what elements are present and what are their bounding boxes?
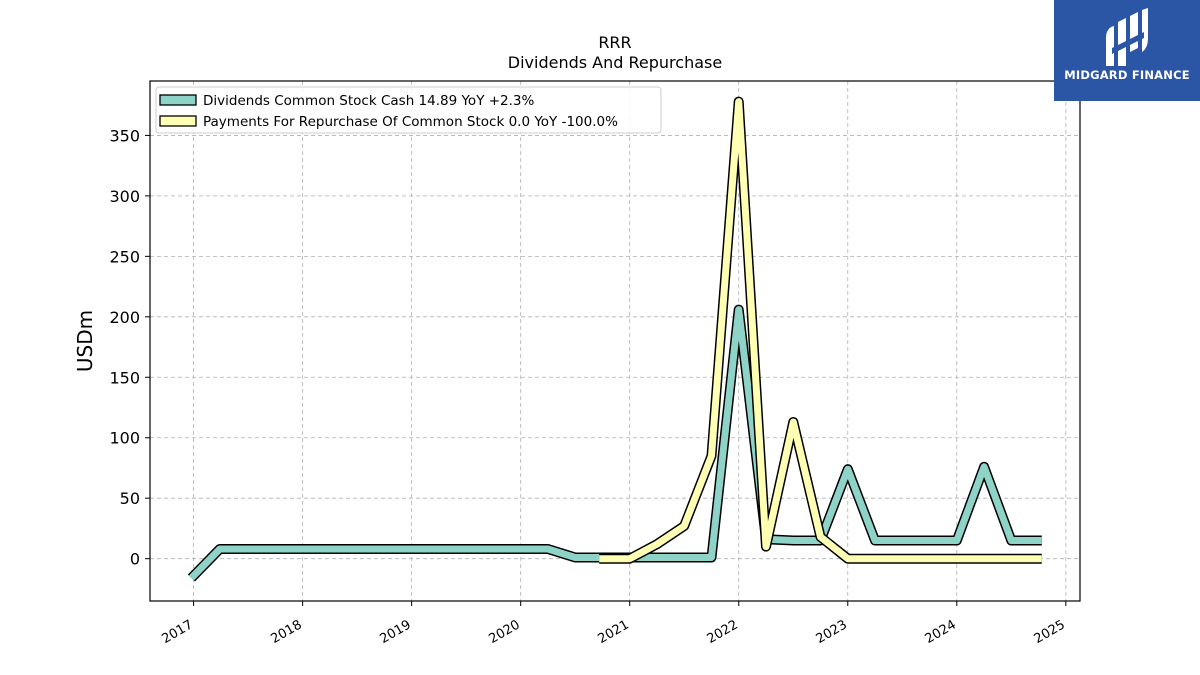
y-tick-label: 300 <box>109 187 140 206</box>
legend-box <box>155 86 662 134</box>
legend-swatch-dividends <box>159 94 197 106</box>
series-line-0 <box>188 306 1042 581</box>
legend-swatch-repurchase <box>159 115 197 127</box>
y-tick-label: 150 <box>109 368 140 387</box>
y-tick-label: 50 <box>120 489 140 508</box>
x-tick-label: 2022 <box>705 617 741 647</box>
series-layer <box>187 96 1042 582</box>
x-tick-label: 2018 <box>268 617 304 647</box>
series-line-1 <box>599 98 1042 563</box>
x-tick-label: 2020 <box>487 617 523 647</box>
y-axis-label: USDm <box>73 310 97 372</box>
brand-logo: MIDGARD FINANCE <box>1054 0 1200 101</box>
x-tick-label: 2019 <box>378 617 414 647</box>
legend-label-repurchase: Payments For Repurchase Of Common Stock … <box>203 114 618 130</box>
y-tick-label: 0 <box>130 550 140 569</box>
x-tick-label: 2021 <box>596 617 632 647</box>
y-tick-label: 200 <box>109 308 140 327</box>
brand-logo-text: MIDGARD FINANCE <box>1064 68 1190 82</box>
brand-logo-icon <box>1106 8 1148 66</box>
y-tick-label: 250 <box>109 247 140 266</box>
plot-frame <box>149 80 1081 602</box>
x-tick-label: 2025 <box>1032 617 1068 647</box>
chart-title: RRR <box>598 33 631 52</box>
x-tick-label: 2017 <box>159 617 195 647</box>
legend: Dividends Common Stock Cash 14.89 YoY +2… <box>155 86 662 134</box>
axis-ticks: 0 50 100 150 200 250 300 350 2017 2018 2019 2020 202… <box>109 126 1067 647</box>
x-tick-label: 2024 <box>923 617 959 647</box>
chart-subtitle: Dividends And Repurchase <box>508 53 722 72</box>
x-tick-label: 2023 <box>814 617 850 647</box>
y-tick-label: 100 <box>109 429 140 448</box>
y-tick-label: 350 <box>109 126 140 145</box>
legend-label-dividends: Dividends Common Stock Cash 14.89 YoY +2… <box>203 93 535 109</box>
grid <box>150 81 1080 601</box>
